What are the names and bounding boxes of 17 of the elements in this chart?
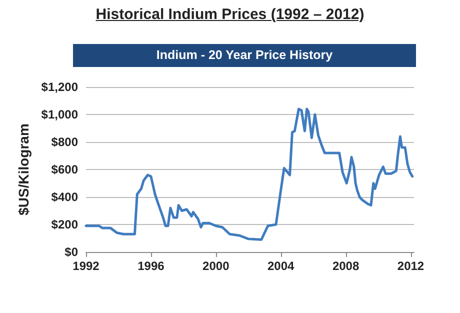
y-axis-title: $US/Kilogram (15, 124, 32, 216)
y-tick-label: $600 (51, 162, 78, 176)
y-tick-label: $400 (51, 190, 78, 204)
y-tick-label: $1,200 (41, 80, 78, 94)
x-tick-label: 1992 (72, 259, 100, 273)
chart-title: Historical Indium Prices (1992 – 2012) (94, 6, 366, 23)
chart-subtitle: Indium - 20 Year Price History (73, 44, 416, 67)
y-tick-label: $800 (51, 135, 78, 149)
x-tick-label: 2008 (332, 259, 360, 273)
x-tick-label: 2000 (202, 259, 230, 273)
line-series (84, 108, 414, 241)
y-tick-label: $0 (64, 245, 78, 259)
y-tick-label: $1,000 (41, 108, 78, 122)
y-tick-label: $200 (51, 218, 78, 232)
x-tick-label: 1996 (138, 259, 165, 273)
x-tick-label: 2012 (397, 259, 424, 273)
x-tick-label: 2004 (268, 259, 295, 273)
